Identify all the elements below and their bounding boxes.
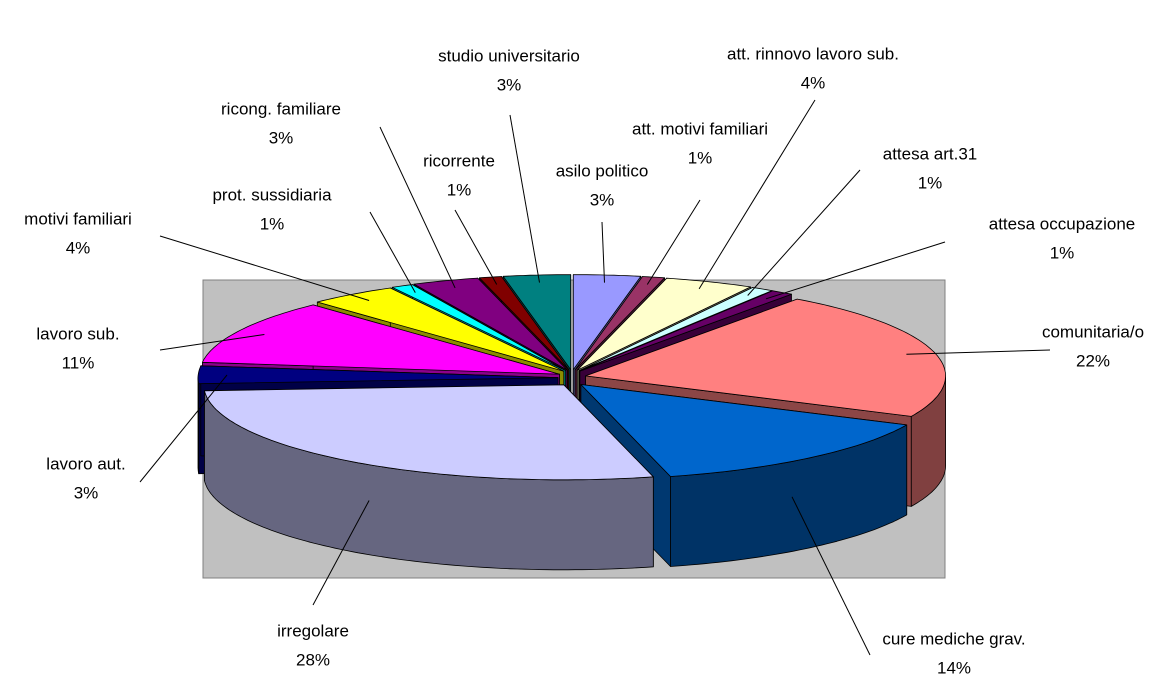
leader-line: [791, 496, 871, 656]
slice: [502, 274, 572, 370]
slice-label: ricorrente: [423, 151, 495, 170]
slice-label: comunitaria/o: [1042, 322, 1144, 341]
slice: [585, 298, 946, 417]
slice-value-label: 1%: [260, 214, 285, 233]
slice-value-label: 11%: [62, 353, 95, 372]
slice-value-label: 4%: [801, 73, 826, 92]
slice-label: att. motivi familiari: [632, 119, 768, 138]
leader-line: [312, 500, 370, 606]
slice: [479, 276, 570, 371]
slice-label: lavoro sub.: [36, 324, 119, 343]
slice-value-label: 3%: [269, 128, 294, 147]
slice-label: cure mediche grav.: [882, 629, 1025, 648]
slice-value-label: 1%: [447, 180, 472, 199]
slice: [576, 277, 751, 371]
leader-line: [139, 374, 228, 483]
leader-line: [454, 209, 498, 285]
slice-value-label: 22%: [1076, 351, 1110, 370]
slice-label: studio universitario: [438, 46, 580, 65]
leader-line: [159, 235, 370, 301]
slice-label: ricong. familiare: [221, 99, 341, 118]
slice-label: motivi familiari: [24, 209, 132, 228]
slice: [574, 276, 665, 371]
leader-line: [646, 199, 701, 285]
leader-line: [906, 349, 1051, 355]
leader-line: [765, 241, 946, 300]
slice: [197, 365, 559, 385]
slice-wall: [197, 377, 200, 475]
slice-value-label: 1%: [918, 173, 943, 192]
slice-label: att. rinnovo lavoro sub.: [727, 44, 899, 63]
slice-label: prot. sussidiaria: [212, 185, 332, 204]
slice-value-label: 14%: [937, 658, 971, 677]
slice: [391, 284, 566, 371]
leader-line: [747, 169, 861, 296]
leader-line: [379, 126, 456, 289]
slice: [579, 290, 792, 372]
slice-label: attesa occupazione: [989, 214, 1136, 233]
leader-line: [601, 221, 605, 283]
leader-line: [509, 114, 540, 283]
leader-line: [159, 334, 265, 351]
slice-value-label: 28%: [296, 650, 330, 669]
slice-value-label: 3%: [497, 75, 522, 94]
slice: [572, 274, 642, 370]
slice: [202, 304, 560, 375]
leader-line: [369, 211, 416, 293]
slice-value-label: 3%: [74, 483, 99, 502]
slice: [413, 277, 568, 371]
slice: [580, 384, 908, 477]
slice-value-label: 3%: [590, 190, 615, 209]
slice-label: attesa art.31: [883, 144, 978, 163]
slice-label: lavoro aut.: [46, 454, 125, 473]
slice: [316, 287, 565, 372]
slice-value-label: 4%: [66, 238, 91, 257]
slice: [204, 384, 654, 481]
slice-value-label: 1%: [1050, 243, 1075, 262]
slice: [578, 287, 773, 372]
leader-line: [698, 99, 816, 290]
slice-label: irregolare: [277, 621, 349, 640]
slice-label: asilo politico: [556, 161, 649, 180]
slice-value-label: 1%: [688, 148, 713, 167]
